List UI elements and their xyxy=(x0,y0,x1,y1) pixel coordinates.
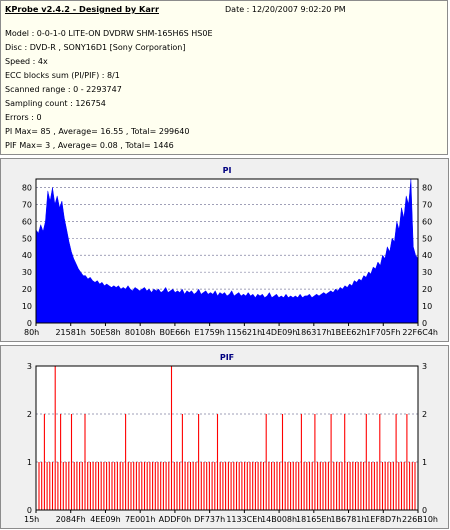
pi-x-tick-label: E1759h xyxy=(194,328,224,337)
info-sampling: Sampling count : 126754 xyxy=(5,99,106,108)
pi-y-tick-left: 60 xyxy=(22,217,32,226)
info-panel: KProbe v2.4.2 - Designed by Karr Date : … xyxy=(0,0,448,155)
pi-x-tick-label: 1F705Fh xyxy=(366,328,401,337)
pif-y-tick-right: 0 xyxy=(422,506,427,515)
app-title: KProbe v2.4.2 - Designed by Karr xyxy=(5,4,159,14)
pi-x-tick-label: 21581h xyxy=(55,328,86,337)
pif-x-tick-label: DF737h xyxy=(194,515,225,524)
pif-y-tick-right: 3 xyxy=(422,362,427,371)
pi-x-tick-label: 115621h xyxy=(227,328,263,337)
pi-x-tick-label: 50E58h xyxy=(90,328,120,337)
pi-y-tick-left: 40 xyxy=(22,251,32,260)
pif-x-tick-label: 1EF8D7h xyxy=(365,515,401,524)
pif-x-tick-label: 7E001h xyxy=(125,515,155,524)
pif-chart-panel: PIF 0 0 1 1 2 2 3 3 15h 2084Fh 4EE09h 7E001h ADDF0h DF… xyxy=(0,345,449,529)
pi-x-tick-label: 80h xyxy=(24,328,39,337)
pi-y-tick-right: 20 xyxy=(422,285,432,294)
pif-y-tick-left: 3 xyxy=(27,362,32,371)
pi-y-tick-left: 10 xyxy=(22,302,32,311)
pi-x-tick-label: 22F6C4h xyxy=(402,328,438,337)
pif-plot-frame xyxy=(35,365,419,511)
pi-y-tick-left: 30 xyxy=(22,268,32,277)
pi-y-tick-left: 0 xyxy=(27,319,32,328)
pif-chart-title: PIF xyxy=(220,353,234,362)
pi-chart-panel: PI 0 0 10 10 20 20 30 30 40 40 50 50 60 60 70 70 80 80 80h 2… xyxy=(0,158,449,342)
pif-y-tick-left: 2 xyxy=(27,410,32,419)
pi-y-tick-left: 20 xyxy=(22,285,32,294)
pi-chart: PI 0 0 10 10 20 20 30 30 40 40 50 50 60 60 70 70 80 80 80h 2… xyxy=(22,166,438,337)
pi-y-tick-left: 50 xyxy=(22,234,32,243)
pif-x-tick-label: 14B008h xyxy=(261,515,297,524)
info-disc: Disc : DVD-R , SONY16D1 [Sony Corporatio… xyxy=(5,43,186,52)
pif-x-tick-label: 18165Eh xyxy=(296,515,332,524)
pif-x-tick-label: 226B10h xyxy=(402,515,438,524)
pi-y-tick-right: 70 xyxy=(422,200,432,209)
pi-y-tick-right: 60 xyxy=(422,217,432,226)
pi-y-tick-right: 0 xyxy=(422,319,427,328)
pi-plot-frame xyxy=(35,178,419,324)
info-speed: Speed : 4x xyxy=(5,57,48,66)
pif-x-tick-label: ADDF0h xyxy=(159,515,192,524)
pif-x-tick-label: 1133CEh xyxy=(226,515,262,524)
pif-x-tick-label: 15h xyxy=(24,515,39,524)
pif-y-tick-right: 2 xyxy=(422,410,427,419)
pi-x-tick-label: 80108h xyxy=(125,328,156,337)
pif-x-tick-label: 1B6781h xyxy=(331,515,367,524)
pi-x-tick-label: 1BEE62h xyxy=(331,328,367,337)
info-model: Model : 0-0-1-0 LITE-ON DVDRW SHM-165H6S… xyxy=(5,29,213,38)
pif-y-tick-left: 0 xyxy=(27,506,32,515)
pif-x-tick-label: 2084Fh xyxy=(56,515,86,524)
pif-y-tick-right: 1 xyxy=(422,458,427,467)
pi-y-tick-right: 80 xyxy=(422,183,432,192)
info-pi-summary: PI Max= 85 , Average= 16.55 , Total= 299… xyxy=(5,127,190,136)
pi-y-tick-left: 80 xyxy=(22,183,32,192)
pi-x-tick-label: 186317h xyxy=(296,328,332,337)
pif-x-tick-label: 4EE09h xyxy=(90,515,120,524)
info-range: Scanned range : 0 - 2293747 xyxy=(5,85,122,94)
pif-chart: PIF 0 0 1 1 2 2 3 3 15h 2084Fh 4EE09h 7E001h ADDF0h DF… xyxy=(24,353,438,524)
pi-y-tick-left: 70 xyxy=(22,200,32,209)
pi-y-tick-right: 40 xyxy=(422,251,432,260)
pi-y-tick-right: 30 xyxy=(422,268,432,277)
info-errors: Errors : 0 xyxy=(5,113,42,122)
pi-y-tick-right: 50 xyxy=(422,234,432,243)
pi-chart-title: PI xyxy=(223,166,232,175)
pi-x-tick-label: 14DE09h xyxy=(261,328,298,337)
pi-series-area xyxy=(35,178,419,324)
pi-y-tick-right: 10 xyxy=(422,302,432,311)
info-pif-summary: PIF Max= 3 , Average= 0.08 , Total= 1446 xyxy=(5,141,174,150)
info-ecc: ECC blocks sum (PI/PIF) : 8/1 xyxy=(5,71,120,80)
pif-y-tick-left: 1 xyxy=(27,458,32,467)
pi-x-tick-label: B0E66h xyxy=(159,328,190,337)
scan-date: Date : 12/20/2007 9:02:20 PM xyxy=(225,5,346,14)
